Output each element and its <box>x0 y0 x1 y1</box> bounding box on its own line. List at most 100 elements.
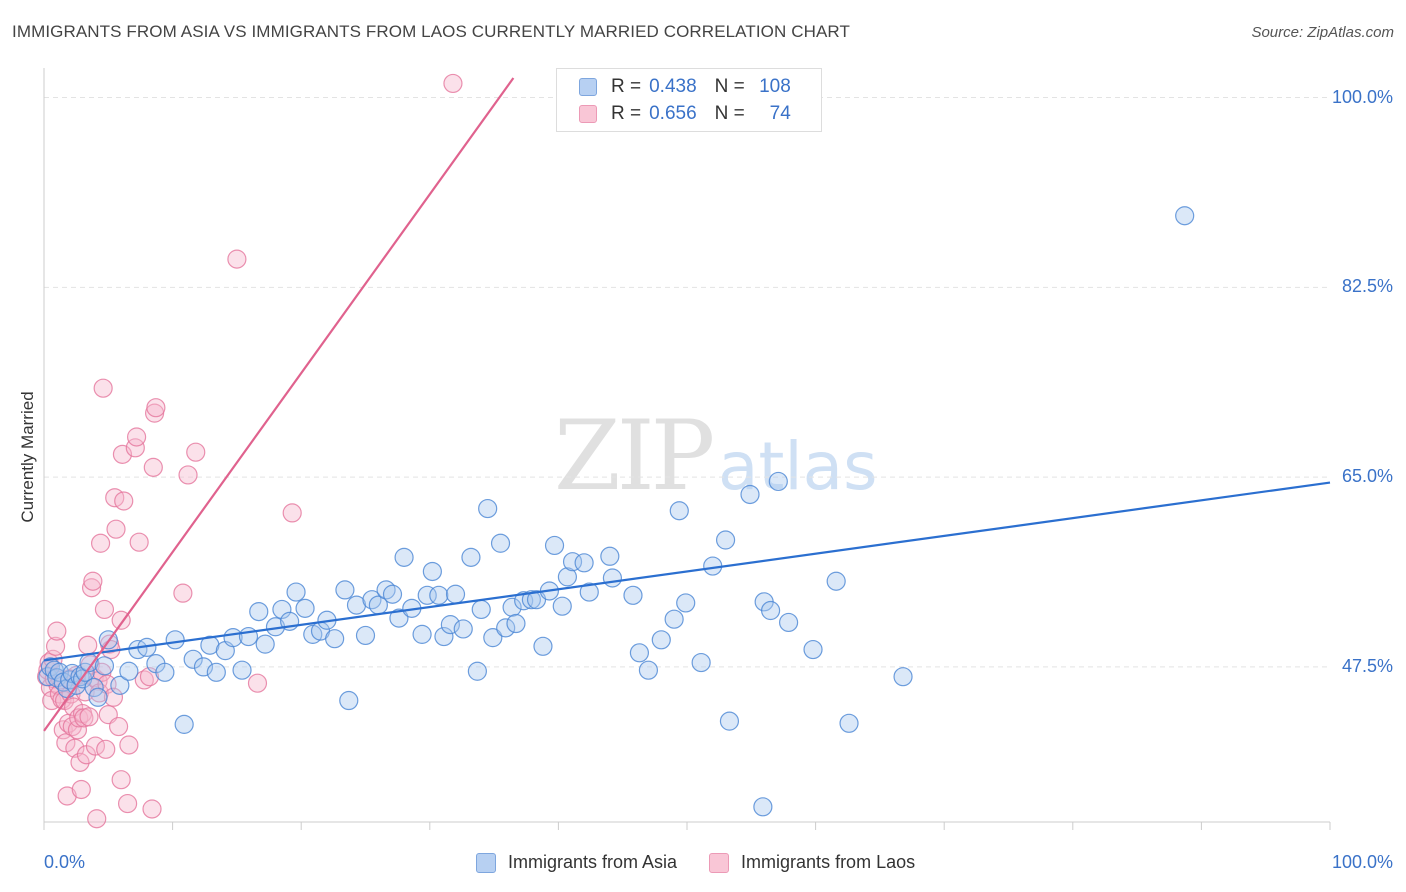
laos-point <box>146 398 166 418</box>
asia-point <box>286 582 306 602</box>
watermark-atlas: atlas <box>718 428 878 505</box>
asia-point <box>760 600 781 621</box>
asia-point <box>422 561 442 582</box>
asia-point <box>303 624 323 644</box>
series-legend: Immigrants from Asia Immigrants from Lao… <box>476 852 947 873</box>
laos-point <box>45 636 66 656</box>
asia-point <box>119 661 139 681</box>
laos-point <box>57 786 77 806</box>
laos-point <box>106 519 126 539</box>
stats-legend: R = 0.438 N = 108 R = 0.656 N = 74 <box>556 68 822 132</box>
asia-point <box>445 584 466 604</box>
y-tick-label: 82.5% <box>1341 276 1393 297</box>
laos-point <box>56 733 76 753</box>
legend-item-asia[interactable]: Immigrants from Asia <box>476 852 677 873</box>
axes <box>43 68 1331 830</box>
asia-point <box>629 643 650 663</box>
asia-point <box>94 656 115 676</box>
asia-point <box>496 618 516 638</box>
laos-swatch <box>579 105 597 123</box>
asia-point <box>389 608 409 628</box>
laos-point <box>83 571 103 591</box>
laos-legend-swatch <box>709 852 730 873</box>
laos-point <box>81 578 102 598</box>
asia-point <box>715 530 736 550</box>
asia-point <box>467 661 487 681</box>
asia-point <box>753 797 773 817</box>
asia-point <box>335 580 355 600</box>
asia-point <box>651 630 671 650</box>
laos-point <box>111 770 131 790</box>
asia-point <box>826 571 846 591</box>
legend-item-laos[interactable]: Immigrants from Laos <box>709 852 915 873</box>
laos-point <box>90 533 111 553</box>
laos-point <box>142 799 162 819</box>
asia-point <box>394 547 414 567</box>
asia-point <box>355 625 376 646</box>
asia-point <box>382 584 403 604</box>
asia-point <box>740 484 760 505</box>
laos-point <box>134 670 154 690</box>
asia-point <box>434 626 454 647</box>
asia-point <box>602 568 623 588</box>
asia-point <box>521 590 541 610</box>
laos-point <box>186 442 206 462</box>
asia-point <box>676 593 696 613</box>
asia-point <box>295 598 315 618</box>
laos-point <box>129 532 149 552</box>
y-tick-label: 65.0% <box>1341 466 1393 487</box>
asia-point <box>557 567 578 587</box>
asia-point <box>778 612 799 633</box>
r-key: R = <box>611 103 642 124</box>
asia-point <box>669 501 689 521</box>
asia-point <box>440 615 460 635</box>
r-key: R = <box>611 76 642 97</box>
laos-point <box>119 735 139 755</box>
n-key: N = <box>714 103 745 124</box>
asia-point <box>249 601 269 622</box>
asia-point <box>574 553 594 573</box>
laos-point <box>126 427 147 447</box>
x-tick-min: 0.0% <box>44 852 86 872</box>
asia-swatch <box>579 78 597 96</box>
asia-point <box>471 599 491 620</box>
asia-point <box>623 585 643 605</box>
laos-point <box>443 73 463 94</box>
asia-point <box>325 629 345 649</box>
asia-point <box>183 649 203 669</box>
asia-point <box>533 636 553 656</box>
asia-point <box>84 677 104 698</box>
laos-point <box>178 465 198 485</box>
asia-point <box>429 585 449 605</box>
gridlines <box>44 97 1330 668</box>
asia-point <box>232 660 252 680</box>
laos-point <box>117 793 138 814</box>
asia-point <box>893 667 913 687</box>
asia-point <box>490 533 511 553</box>
laos-point <box>87 809 107 829</box>
asia-point <box>165 630 185 650</box>
laos-points <box>36 73 463 829</box>
laos-point <box>79 707 99 727</box>
laos-point <box>143 457 163 477</box>
asia-point <box>478 498 498 519</box>
chart-title: IMMIGRANTS FROM ASIA VS IMMIGRANTS FROM … <box>12 22 850 41</box>
n-key: N = <box>714 76 745 97</box>
laos-point <box>227 249 247 269</box>
asia-point <box>544 535 565 556</box>
laos-point <box>70 752 90 772</box>
y-tick-label: 47.5% <box>1341 655 1393 676</box>
asia-point <box>255 634 275 654</box>
y-tick-label: 100.0% <box>1331 86 1393 107</box>
asia-point <box>88 687 108 707</box>
laos-point <box>103 687 124 707</box>
laos-point <box>173 583 193 603</box>
asia-point <box>155 662 175 682</box>
r-value-asia: 0.438 <box>649 76 697 97</box>
asia-point <box>110 675 130 695</box>
asia-point <box>719 711 740 731</box>
asia-point <box>506 613 526 634</box>
laos-point <box>247 673 268 693</box>
x-tick-max: 100.0% <box>1331 852 1393 872</box>
